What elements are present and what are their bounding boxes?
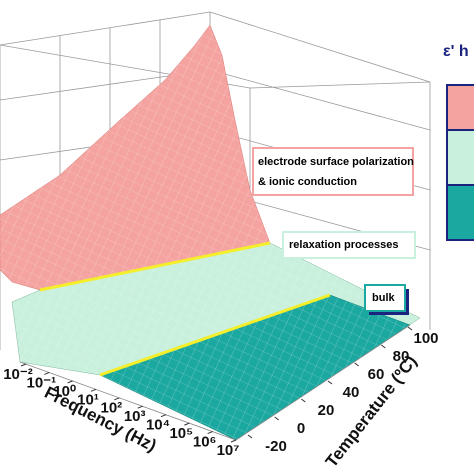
annotation: relaxation processes: [289, 239, 398, 251]
x-tick-label: 10⁶: [193, 434, 217, 451]
y-tick-label: 20: [318, 402, 335, 419]
x-tick-label: 10³: [124, 408, 146, 425]
y-tick: [407, 326, 413, 331]
y-tick-label: 60: [368, 366, 385, 383]
y-tick-label: -20: [265, 438, 287, 455]
region-mesh: [0, 25, 270, 290]
x-tick: [20, 363, 27, 367]
y-tick-label: 80: [393, 348, 410, 365]
annotation-box: [252, 147, 414, 196]
x-tick: [67, 380, 73, 384]
annotation: bulk: [372, 292, 395, 304]
x-tick: [207, 431, 213, 435]
x-tick: [137, 405, 143, 409]
x-tick-label: 10⁰: [53, 383, 76, 400]
region-mesh: [100, 295, 410, 440]
x-tick-label: 10⁵: [169, 425, 193, 442]
x-tick-label: 10¹: [77, 391, 99, 408]
boundary: [39, 241, 271, 292]
boundary: [99, 293, 331, 377]
x-tick-label: 10²: [100, 400, 122, 417]
x-tick: [44, 371, 50, 375]
x-tick: [184, 422, 190, 426]
y-tick-label: 0: [297, 420, 305, 437]
y-tick: [354, 362, 359, 367]
annotation-box: [282, 231, 416, 259]
x-tick-label: 10⁷: [217, 442, 240, 459]
x-tick-label: 10⁻¹: [27, 374, 57, 391]
legend-swatch: [446, 184, 474, 241]
x-tick: [230, 439, 237, 443]
y-tick-label: 40: [343, 384, 360, 401]
legend-swatch: [446, 129, 474, 186]
y-tick: [247, 434, 253, 439]
y-tick: [381, 344, 386, 349]
y-tick-label: 100: [413, 330, 438, 347]
annotation-box: [364, 284, 406, 312]
x-tick: [90, 388, 97, 392]
x-tick-label: 10⁻²: [3, 366, 33, 383]
legend-title: ε' h: [443, 43, 469, 60]
annotation: electrode surface polarization: [258, 156, 414, 168]
x-tick: [114, 397, 120, 401]
legend-swatch: [446, 84, 474, 131]
x-tick-label: 10⁴: [146, 417, 170, 434]
y-tick: [327, 380, 333, 385]
x-tick: [160, 414, 167, 418]
annotation: & ionic conduction: [258, 176, 357, 188]
surface: electrode surface polarization & ionic co…: [0, 24, 474, 441]
y-tick: [301, 398, 306, 403]
y-tick: [274, 416, 279, 421]
